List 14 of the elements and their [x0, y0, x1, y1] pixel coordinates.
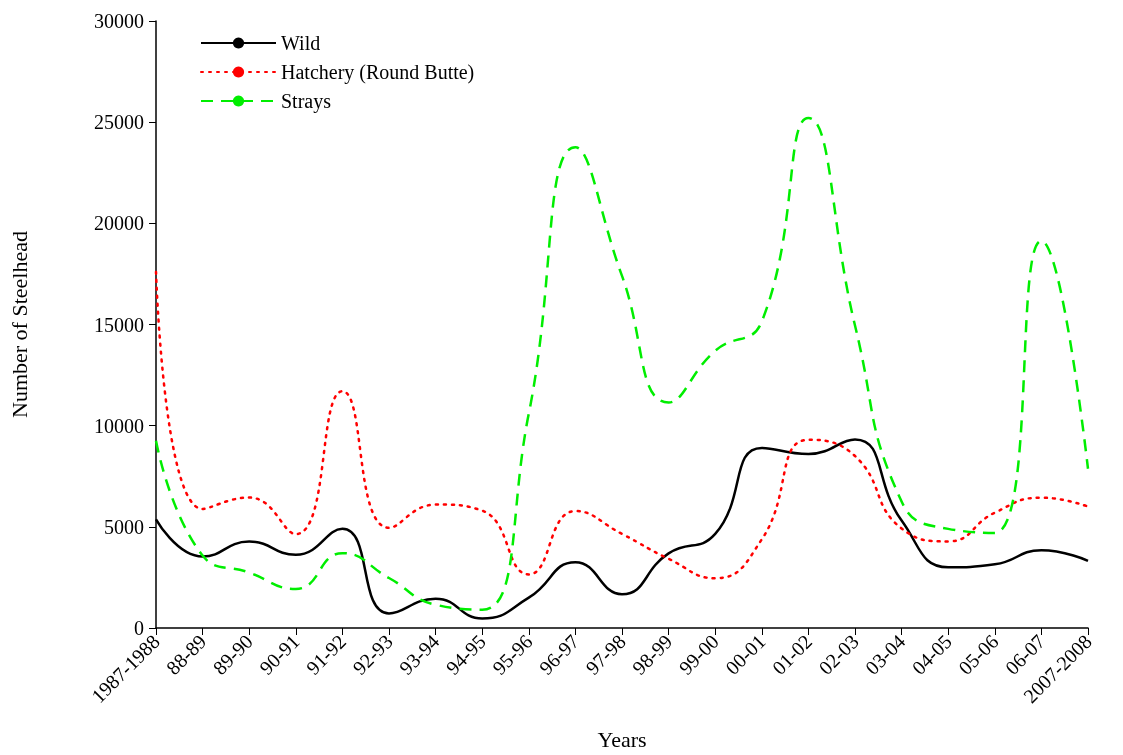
legend-label: Wild [281, 32, 321, 54]
y-tick-label: 25000 [94, 111, 144, 134]
y-tick-label: 5000 [104, 515, 144, 538]
line-series [154, 270, 1090, 580]
y-axis-title: Number of Steelhead [6, 231, 32, 418]
y-tick-label: 20000 [94, 212, 144, 235]
x-axis-title: Years [597, 726, 647, 752]
legend-label: Hatchery (Round Butte) [281, 61, 475, 84]
y-tick-label: 15000 [94, 313, 144, 336]
y-tick-label: 10000 [94, 414, 144, 437]
legend-label: Strays [281, 90, 332, 113]
y-tick-label: 0 [134, 617, 144, 639]
line-series [154, 116, 1090, 612]
y-tick-label: 30000 [94, 10, 144, 32]
